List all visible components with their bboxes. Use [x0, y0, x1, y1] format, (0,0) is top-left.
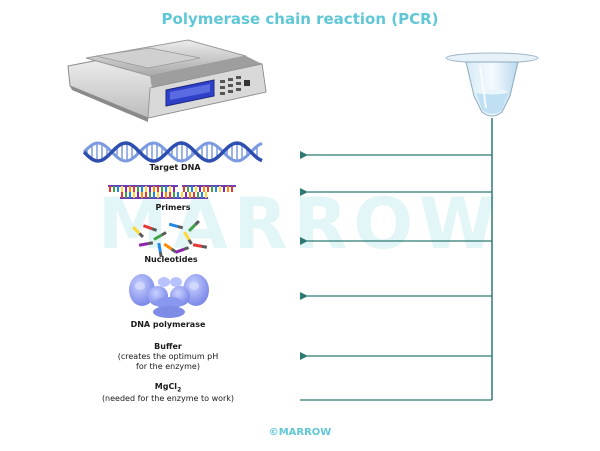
buffer-note-line2: for the enzyme) — [136, 362, 200, 371]
nucleotides-label: Nucleotides — [144, 255, 198, 264]
enzyme-icon — [129, 274, 209, 318]
watermark-text: MARROW — [98, 183, 502, 265]
pcr-tube-icon — [445, 52, 539, 117]
nucleotide-piece — [131, 225, 145, 239]
nucleotide-piece — [157, 242, 163, 258]
nucleotide-piece — [153, 231, 167, 241]
mgcl2-label-main: MgCl — [155, 382, 178, 391]
mgcl2-note: (needed for the enzyme to work) — [102, 394, 234, 403]
nucleotide-piece — [187, 219, 201, 233]
nucleotide-piece — [142, 224, 158, 232]
target-dna-label: Target DNA — [149, 163, 201, 172]
nucleotide-piece — [163, 242, 177, 254]
thermocycler-icon — [67, 39, 267, 122]
dna-polymerase-label: DNA polymerase — [131, 320, 206, 329]
primers-icon — [108, 185, 236, 199]
dna-strand-front — [82, 141, 263, 163]
footer-copyright: ©MARROW — [269, 427, 332, 438]
dna-helix-icon — [82, 141, 263, 163]
connector-lines — [300, 118, 493, 401]
buffer-label: Buffer — [154, 342, 182, 351]
nucleotide-piece — [183, 231, 193, 245]
diagram-title: Polymerase chain reaction (PCR) — [162, 10, 439, 28]
nucleotides-icon — [131, 219, 208, 258]
nucleotide-piece — [174, 246, 190, 254]
mgcl2-label-sub: 2 — [177, 387, 181, 394]
primers-label: Primers — [155, 203, 190, 212]
mgcl2-label: MgCl2 — [155, 382, 182, 394]
dna-strand-back — [82, 141, 263, 163]
buffer-note-line1: (creates the optimum pH — [118, 352, 219, 361]
nucleotide-piece — [168, 222, 184, 230]
nucleotide-piece — [192, 243, 208, 249]
nucleotide-piece — [138, 241, 154, 247]
